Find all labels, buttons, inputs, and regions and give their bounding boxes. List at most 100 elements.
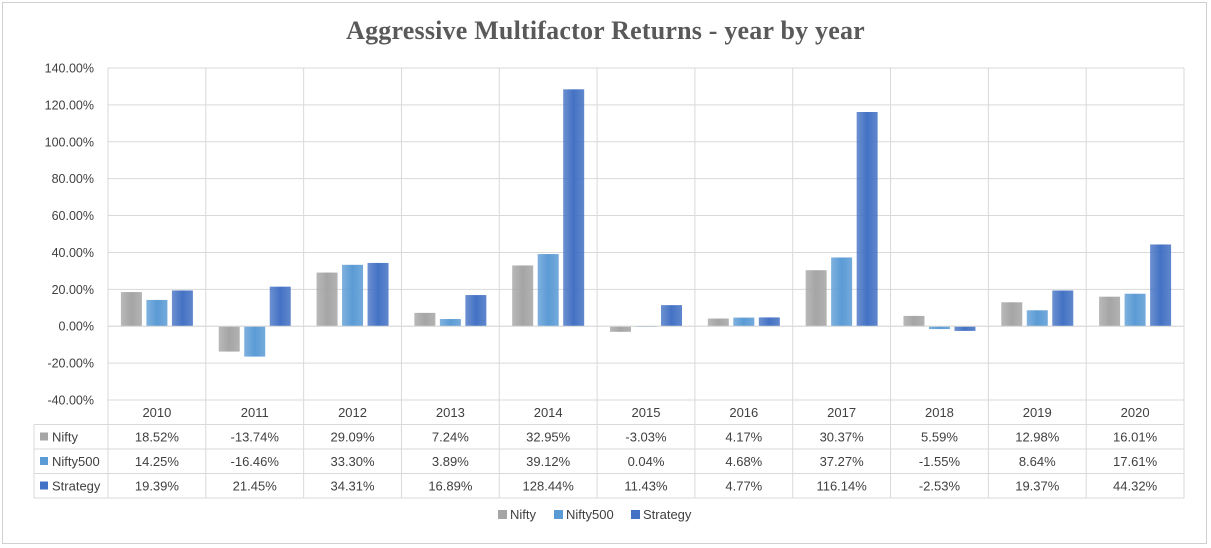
data-label: 18.52% xyxy=(135,430,180,445)
legend-swatch-strategy xyxy=(631,510,640,519)
legend-label: Nifty xyxy=(510,507,537,522)
bar-strategy-2014 xyxy=(563,89,585,327)
bar-strategy-2012 xyxy=(367,262,389,327)
x-tick-label: 2014 xyxy=(534,405,563,420)
x-tick-label: 2013 xyxy=(436,405,465,420)
y-tick-label: 20.00% xyxy=(52,283,94,297)
y-tick-label: 0.00% xyxy=(59,320,94,334)
table-series-name: Nifty xyxy=(52,430,79,445)
data-label: 128.44% xyxy=(523,479,575,494)
bar-strategy-2017 xyxy=(856,112,878,327)
data-label: 14.25% xyxy=(135,454,180,469)
legend-swatch-nifty xyxy=(498,510,507,519)
table-legend-key-nifty xyxy=(40,432,48,441)
bar-nifty500-2011 xyxy=(244,326,266,357)
data-label: 7.24% xyxy=(432,430,469,445)
bar-nifty500-2016 xyxy=(733,317,755,327)
data-label: 4.68% xyxy=(725,454,762,469)
data-label: 17.61% xyxy=(1113,454,1158,469)
data-label: 30.37% xyxy=(820,430,865,445)
bar-nifty-2020 xyxy=(1099,296,1121,327)
data-label: 33.30% xyxy=(330,454,375,469)
data-label: 5.59% xyxy=(921,430,958,445)
y-tick-label: 100.00% xyxy=(45,135,94,149)
y-tick-label: 120.00% xyxy=(45,98,94,112)
table-series-name: Nifty500 xyxy=(52,454,100,469)
bar-nifty500-2017 xyxy=(831,257,853,327)
bar-strategy-2013 xyxy=(465,295,487,327)
data-label: 16.01% xyxy=(1113,430,1158,445)
y-tick-label: 60.00% xyxy=(52,209,94,223)
data-label: 21.45% xyxy=(233,479,278,494)
bar-nifty500-2020 xyxy=(1124,293,1146,327)
data-label: 44.32% xyxy=(1113,479,1158,494)
y-tick-label: -40.00% xyxy=(47,394,94,408)
data-label: 4.17% xyxy=(725,430,762,445)
bar-nifty-2010 xyxy=(120,292,142,327)
data-label: -3.03% xyxy=(625,430,667,445)
data-label: 19.37% xyxy=(1015,479,1060,494)
x-tick-label: 2017 xyxy=(827,405,856,420)
y-tick-label: 140.00% xyxy=(45,62,94,76)
table-legend-key-nifty500 xyxy=(40,457,48,465)
bar-strategy-2020 xyxy=(1150,244,1172,327)
bar-nifty-2014 xyxy=(512,265,534,327)
y-tick-label: 80.00% xyxy=(52,172,94,186)
bar-nifty500-2010 xyxy=(146,299,168,327)
data-label: 16.89% xyxy=(428,479,473,494)
data-label: 37.27% xyxy=(820,454,865,469)
x-tick-label: 2019 xyxy=(1023,405,1052,420)
legend-swatch-nifty500 xyxy=(554,510,563,519)
bar-nifty500-2012 xyxy=(342,264,364,327)
data-label: -1.55% xyxy=(919,454,961,469)
data-label: 4.77% xyxy=(725,479,762,494)
data-label: -2.53% xyxy=(919,479,961,494)
x-tick-label: 2011 xyxy=(241,405,269,420)
data-label: 8.64% xyxy=(1019,454,1056,469)
x-tick-label: 2016 xyxy=(729,405,758,420)
x-tick-label: 2018 xyxy=(925,405,954,420)
bar-nifty500-2018 xyxy=(928,326,950,330)
table-legend-key-strategy xyxy=(40,481,48,490)
data-label: 3.89% xyxy=(432,454,469,469)
y-tick-label: 40.00% xyxy=(52,246,94,260)
bar-nifty-2018 xyxy=(903,315,925,327)
bar-nifty-2017 xyxy=(805,270,827,327)
bar-strategy-2018 xyxy=(954,326,976,331)
chart-title: Aggressive Multifactor Returns - year by… xyxy=(346,16,865,45)
bar-nifty-2016 xyxy=(707,318,729,327)
y-tick-label: -20.00% xyxy=(47,357,94,371)
bar-nifty-2012 xyxy=(316,272,338,327)
bar-nifty500-2014 xyxy=(537,254,559,327)
bar-strategy-2011 xyxy=(269,286,291,327)
bar-strategy-2010 xyxy=(171,290,193,327)
data-label: 32.95% xyxy=(526,430,571,445)
data-label: 19.39% xyxy=(135,479,180,494)
data-label: -16.46% xyxy=(231,454,280,469)
data-label: 12.98% xyxy=(1015,430,1060,445)
legend-label: Nifty500 xyxy=(566,507,614,522)
x-tick-label: 2015 xyxy=(632,405,661,420)
x-tick-label: 2012 xyxy=(338,405,367,420)
bar-nifty500-2013 xyxy=(439,319,461,327)
data-label: 0.04% xyxy=(628,454,665,469)
bar-nifty-2019 xyxy=(1001,302,1023,327)
data-label: 29.09% xyxy=(330,430,375,445)
data-label: 34.31% xyxy=(330,479,375,494)
bar-nifty-2013 xyxy=(414,312,436,327)
bar-strategy-2015 xyxy=(661,305,682,327)
bar-nifty-2011 xyxy=(218,326,240,352)
x-tick-label: 2010 xyxy=(142,405,171,420)
table-series-name: Strategy xyxy=(52,479,101,494)
x-tick-label: 2020 xyxy=(1121,405,1150,420)
data-label: -13.74% xyxy=(231,430,280,445)
data-label: 116.14% xyxy=(816,479,867,494)
legend-label: Strategy xyxy=(643,507,692,522)
data-label: 11.43% xyxy=(624,479,668,494)
data-label: 39.12% xyxy=(526,454,571,469)
bar-nifty500-2019 xyxy=(1026,310,1048,327)
bar-nifty-2015 xyxy=(610,326,631,332)
bar-strategy-2019 xyxy=(1052,290,1074,327)
